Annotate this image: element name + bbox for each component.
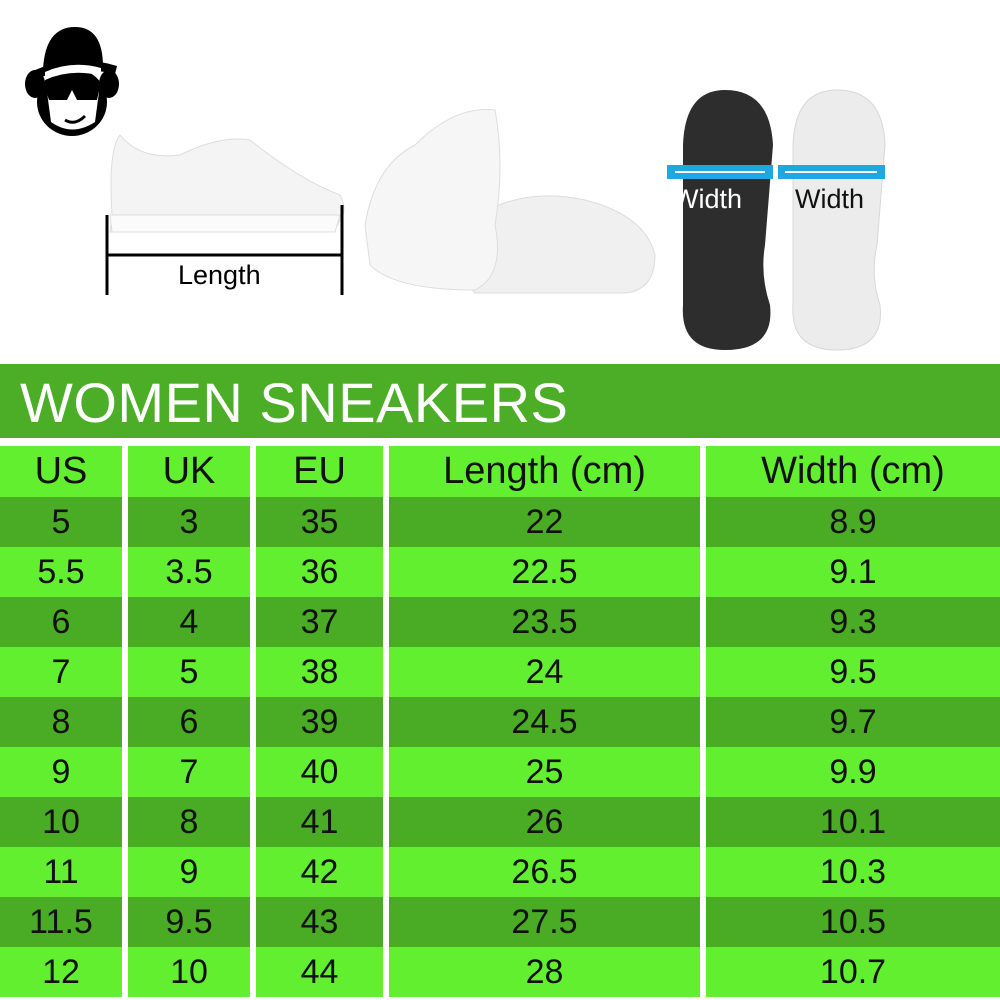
cell-uk: 4 [128, 597, 250, 647]
cell-width: 9.1 [706, 547, 1000, 597]
cell-width: 9.5 [706, 647, 1000, 697]
cell-width: 8.9 [706, 497, 1000, 547]
side-shoe-image [105, 134, 345, 295]
cell-eu: 37 [256, 597, 383, 647]
chart-title: WOMEN SNEAKERS [20, 371, 569, 434]
cell-eu: 41 [256, 797, 383, 847]
cell-width: 10.7 [706, 947, 1000, 997]
cell-length: 26 [389, 797, 700, 847]
cell-uk: 6 [128, 697, 250, 747]
header-length: Length (cm) [389, 446, 700, 497]
cell-us: 12 [0, 947, 122, 997]
cell-us: 6 [0, 597, 122, 647]
cell-eu: 42 [256, 847, 383, 897]
cell-width: 10.3 [706, 847, 1000, 897]
width-label-light-sole: Width [795, 184, 865, 214]
length-label: Length [178, 260, 261, 290]
cell-us: 7 [0, 647, 122, 697]
monkey-logo-icon [25, 27, 119, 136]
cell-length: 22.5 [389, 547, 700, 597]
header-uk: UK [128, 446, 250, 497]
cell-us: 5.5 [0, 547, 122, 597]
cell-uk: 3.5 [128, 547, 250, 597]
cell-us: 9 [0, 747, 122, 797]
soles-image [667, 89, 886, 351]
cell-uk: 5 [128, 647, 250, 697]
cell-length: 26.5 [389, 847, 700, 897]
cell-uk: 7 [128, 747, 250, 797]
cell-eu: 44 [256, 947, 383, 997]
cell-uk: 10 [128, 947, 250, 997]
cell-uk: 9 [128, 847, 250, 897]
cell-eu: 38 [256, 647, 383, 697]
cell-eu: 36 [256, 547, 383, 597]
cell-uk: 3 [128, 497, 250, 547]
cell-width: 10.5 [706, 897, 1000, 947]
cell-eu: 40 [256, 747, 383, 797]
cell-width: 9.3 [706, 597, 1000, 647]
cell-eu: 35 [256, 497, 383, 547]
cell-uk: 9.5 [128, 897, 250, 947]
cell-eu: 43 [256, 897, 383, 947]
header-eu: EU [256, 446, 383, 497]
cell-uk: 8 [128, 797, 250, 847]
header-us: US [0, 446, 122, 497]
cell-length: 28 [389, 947, 700, 997]
cell-eu: 39 [256, 697, 383, 747]
cell-length: 23.5 [389, 597, 700, 647]
title-banner: WOMEN SNEAKERS [0, 364, 1000, 438]
cell-width: 10.1 [706, 797, 1000, 847]
cell-length: 22 [389, 497, 700, 547]
cell-length: 25 [389, 747, 700, 797]
width-label-dark-sole: Width [673, 184, 743, 214]
cell-width: 9.9 [706, 747, 1000, 797]
size-table: US UK EU Length (cm) Width (cm) 5 3 35 22 8.9 5.5 3… [0, 446, 1000, 1000]
cell-length: 24 [389, 647, 700, 697]
cell-us: 8 [0, 697, 122, 747]
cell-length: 27.5 [389, 897, 700, 947]
header-width: Width (cm) [706, 446, 1000, 497]
cell-us: 11.5 [0, 897, 122, 947]
cell-width: 9.7 [706, 697, 1000, 747]
cell-us: 10 [0, 797, 122, 847]
cell-length: 24.5 [389, 697, 700, 747]
cell-us: 5 [0, 497, 122, 547]
shoe-pair-image [364, 108, 656, 294]
cell-us: 11 [0, 847, 122, 897]
